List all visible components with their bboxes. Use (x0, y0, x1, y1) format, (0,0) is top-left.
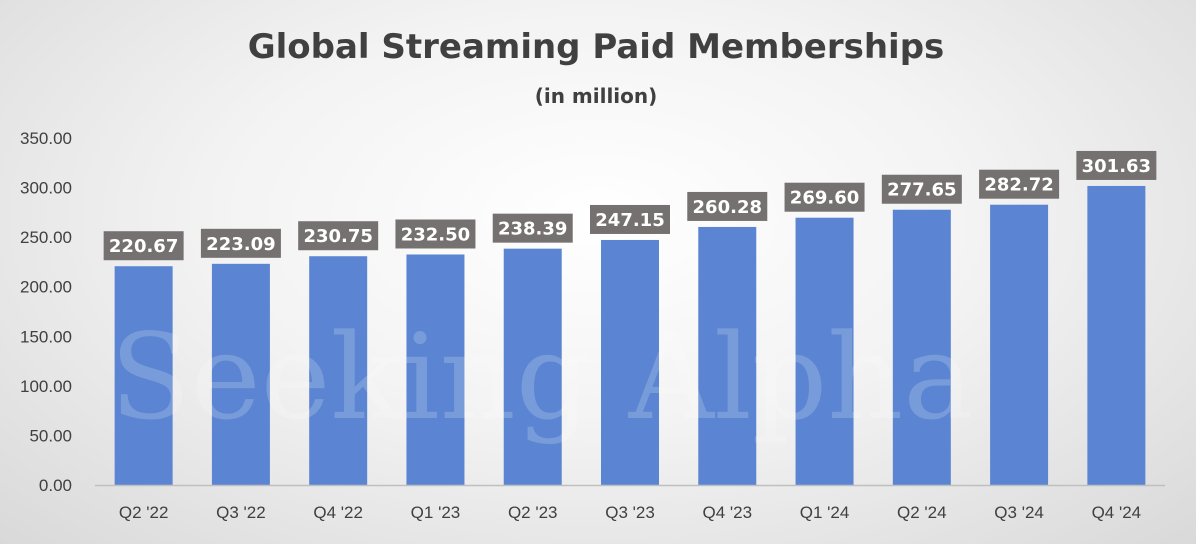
data-label-box (881, 174, 962, 204)
y-tick-label: 0.00 (39, 476, 72, 495)
x-tick-label: Q1 '23 (411, 503, 461, 522)
data-label-text: 301.63 (1082, 156, 1151, 177)
bar (795, 217, 854, 485)
x-tick-label: Q3 '23 (605, 503, 655, 522)
chart-title: Global Streaming Paid Memberships (248, 27, 945, 67)
y-tick-label: 100.00 (20, 377, 72, 396)
x-tick-label: Q1 '24 (800, 503, 850, 522)
data-label-box (200, 228, 281, 258)
chart-subtitle: (in million) (535, 84, 658, 108)
data-label: 247.15 (590, 204, 670, 234)
data-label-text: 282.72 (984, 175, 1053, 196)
data-label-box (298, 221, 379, 251)
data-label: 269.60 (784, 182, 865, 212)
bar (211, 263, 270, 485)
data-label-text: 232.50 (401, 224, 470, 245)
data-label-text: 247.15 (595, 210, 664, 231)
data-label: 230.75 (298, 221, 379, 251)
data-label-text: 269.60 (790, 188, 859, 209)
data-label-text: 223.09 (206, 234, 275, 255)
data-label: 238.39 (492, 213, 573, 243)
x-tick-label: Q2 '24 (897, 503, 947, 522)
data-label-box (687, 191, 768, 221)
y-tick-label: 150.00 (20, 327, 72, 346)
data-label-box (492, 213, 573, 243)
bar (503, 248, 562, 485)
data-label-text: 220.67 (109, 236, 178, 257)
data-label: 220.67 (103, 231, 184, 261)
data-label-box (103, 231, 184, 261)
data-label-box (979, 169, 1060, 199)
y-tick-label: 350.00 (20, 129, 72, 148)
data-label-text: 260.28 (693, 197, 762, 218)
data-label-text: 238.39 (498, 219, 567, 240)
bar (990, 204, 1049, 485)
bar (601, 239, 659, 485)
y-tick-label: 200.00 (20, 278, 72, 297)
y-tick-label: 50.00 (29, 426, 72, 445)
x-tick-label: Q4 '23 (702, 503, 752, 522)
bar (309, 256, 368, 485)
data-label: 301.63 (1076, 150, 1157, 180)
watermark: Seeking Alpha (110, 308, 974, 446)
y-tick-label: 300.00 (20, 179, 72, 198)
data-label-box (784, 182, 865, 212)
bar (406, 254, 465, 485)
data-label: 223.09 (200, 228, 281, 258)
bar (698, 226, 757, 485)
data-label-box (395, 219, 476, 249)
data-label: 232.50 (395, 219, 476, 249)
y-axis: 0.00 50.00 100.00 150.00 200.00 250.00 300.00 3… (20, 129, 72, 495)
x-tick-label: Q3 '24 (994, 503, 1044, 522)
x-tick-label: Q4 '22 (313, 503, 363, 522)
bar (114, 266, 173, 485)
x-axis: Q2 '22 Q3 '22 Q4 '22 Q1 '23 Q2 '23 Q3 '23 Q4 '… (95, 484, 1165, 522)
data-label-text: 277.65 (887, 180, 956, 201)
data-label-box (590, 204, 670, 234)
bar (892, 209, 951, 485)
bars (114, 185, 1146, 486)
x-tick-label: Q2 '23 (508, 503, 558, 522)
data-label-text: 230.75 (303, 226, 372, 247)
bar (1087, 185, 1146, 486)
x-tick-label: Q4 '24 (1092, 503, 1142, 522)
data-label-box (1076, 150, 1157, 180)
data-label: 277.65 (881, 174, 962, 204)
data-label: 282.72 (979, 169, 1060, 199)
data-labels: 220.67 223.09 230.75 232.50 238.39 247.15 260.… (103, 150, 1157, 261)
x-tick-label: Q2 '22 (119, 503, 169, 522)
data-label: 260.28 (687, 191, 768, 221)
y-tick-label: 250.00 (20, 228, 72, 247)
x-tick-label: Q3 '22 (216, 503, 266, 522)
